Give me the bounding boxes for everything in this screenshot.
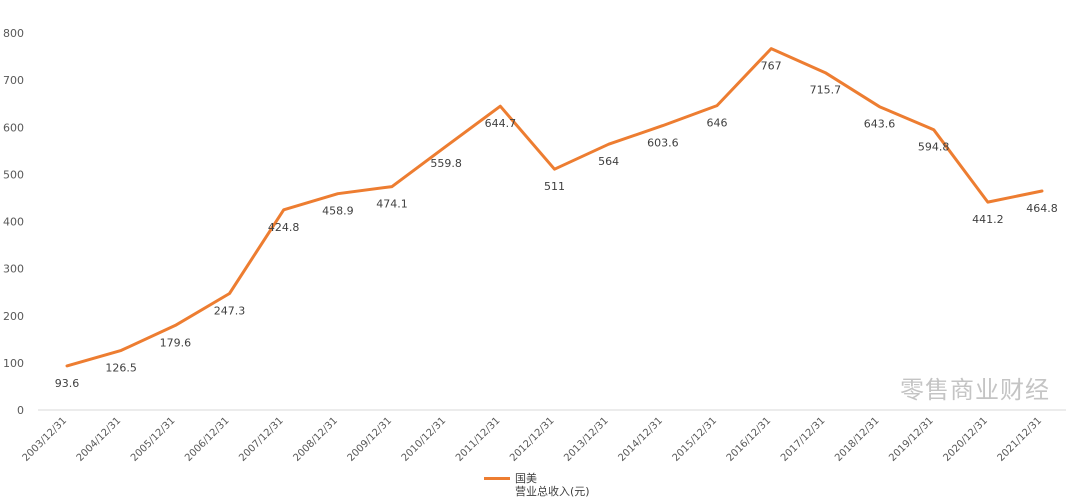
y-tick-label: 200 xyxy=(3,310,24,323)
series-line-guomei xyxy=(65,47,1044,368)
x-tick-label: 2020/12/31 xyxy=(941,415,990,464)
data-label: 424.8 xyxy=(268,221,300,234)
data-label: 458.9 xyxy=(322,205,354,218)
y-tick-label: 0 xyxy=(17,404,24,417)
y-tick-label: 300 xyxy=(3,263,24,276)
data-label: 126.5 xyxy=(105,361,137,374)
legend-swatch xyxy=(484,477,510,480)
data-label: 559.8 xyxy=(430,157,462,170)
x-axis: 2003/12/31 2004/12/31 2005/12/31 2006/12/31… xyxy=(21,415,1045,464)
x-tick-label: 2011/12/31 xyxy=(454,415,503,464)
data-label: 247.3 xyxy=(214,304,246,317)
legend-label: 国美 xyxy=(515,472,537,485)
data-label: 715.7 xyxy=(810,84,842,97)
data-labels: 93.6 126.5 179.6 247.3 424.8 458.9 474.1 559.8 6… xyxy=(55,60,1058,390)
data-label: 93.6 xyxy=(55,377,80,390)
x-tick-label: 2014/12/31 xyxy=(616,415,665,464)
x-tick-label: 2018/12/31 xyxy=(833,415,882,464)
data-label: 474.1 xyxy=(376,198,408,211)
data-label: 511 xyxy=(544,180,565,193)
data-label: 643.6 xyxy=(864,118,896,131)
x-tick-label: 2010/12/31 xyxy=(400,415,449,464)
x-tick-label: 2012/12/31 xyxy=(508,415,557,464)
x-tick-label: 2007/12/31 xyxy=(237,415,286,464)
watermark: 零售商业财经 xyxy=(900,376,1050,404)
data-label: 767 xyxy=(761,60,782,73)
data-label: 464.8 xyxy=(1026,202,1058,215)
x-tick-label: 2019/12/31 xyxy=(887,415,936,464)
data-label: 441.2 xyxy=(972,213,1004,226)
x-tick-label: 2004/12/31 xyxy=(75,415,124,464)
x-tick-label: 2017/12/31 xyxy=(779,415,828,464)
legend: 国美 营业总收入(元) xyxy=(484,472,590,498)
legend-sublabel: 营业总收入(元) xyxy=(515,485,590,498)
x-tick-label: 2015/12/31 xyxy=(671,415,720,464)
data-label: 179.6 xyxy=(160,336,192,349)
x-tick-label: 2016/12/31 xyxy=(725,415,774,464)
x-tick-label: 2006/12/31 xyxy=(183,415,232,464)
x-tick-label: 2008/12/31 xyxy=(291,415,340,464)
y-tick-label: 600 xyxy=(3,121,24,134)
data-label: 564 xyxy=(598,155,619,168)
y-tick-label: 800 xyxy=(3,27,24,40)
x-tick-label: 2003/12/31 xyxy=(21,415,70,464)
y-axis: 0 100 200 300 400 500 600 700 800 xyxy=(3,27,24,417)
data-label: 644.7 xyxy=(485,117,517,130)
data-label: 603.6 xyxy=(647,137,679,150)
x-tick-label: 2005/12/31 xyxy=(129,415,178,464)
y-tick-label: 400 xyxy=(3,216,24,229)
y-tick-label: 500 xyxy=(3,168,24,181)
x-tick-label: 2009/12/31 xyxy=(346,415,395,464)
y-tick-label: 100 xyxy=(3,357,24,370)
x-tick-label: 2013/12/31 xyxy=(562,415,611,464)
data-label: 594.8 xyxy=(918,141,950,154)
data-label: 646 xyxy=(707,117,728,130)
y-tick-label: 700 xyxy=(3,74,24,87)
x-tick-label: 2021/12/31 xyxy=(996,415,1045,464)
